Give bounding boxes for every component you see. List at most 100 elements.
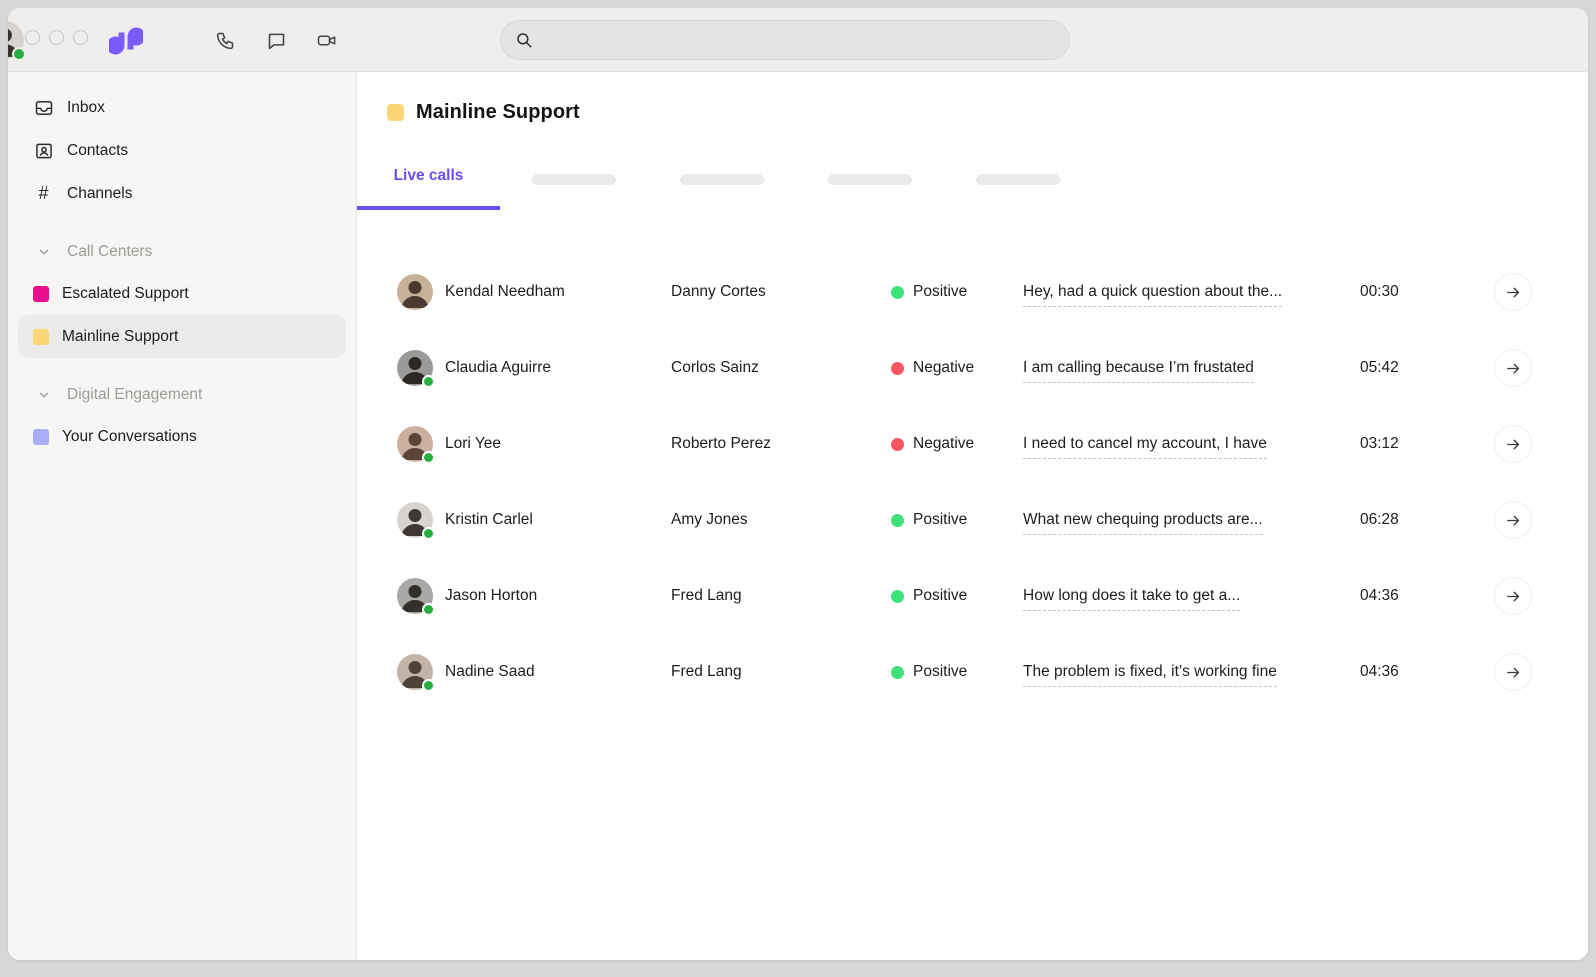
sentiment-cell: Positive — [891, 511, 1023, 529]
open-call-button[interactable] — [1494, 501, 1532, 539]
sentiment-cell: Positive — [891, 587, 1023, 605]
sentiment-dot — [891, 665, 904, 679]
agent-presence-dot — [422, 679, 435, 692]
caller-name: Amy Jones — [671, 511, 748, 528]
sidebar-item-escalated-support[interactable]: Escalated Support — [18, 272, 346, 315]
call-duration: 04:36 — [1360, 587, 1399, 604]
agent-avatar — [397, 274, 433, 310]
open-call-button[interactable] — [1494, 273, 1532, 311]
tab-skeleton-pill — [976, 174, 1060, 185]
sidebar-section-call-centers[interactable]: Call Centers — [8, 232, 356, 272]
transcript-snippet[interactable]: What new chequing products are... — [1023, 511, 1263, 535]
search-input[interactable] — [541, 31, 1055, 49]
sidebar-item-inbox[interactable]: Inbox — [8, 86, 356, 129]
call-duration: 05:42 — [1360, 359, 1399, 376]
agent-presence-dot — [422, 451, 435, 464]
sentiment-label: Positive — [913, 663, 968, 680]
search-icon — [517, 33, 532, 48]
sidebar-section-digital-engagement[interactable]: Digital Engagement — [8, 375, 356, 415]
agent-name: Kendal Needham — [445, 283, 565, 300]
arrow-right-icon — [1506, 591, 1519, 601]
arrow-right-icon — [1506, 439, 1519, 449]
transcript-cell: Hey, had a quick question about the... — [1023, 283, 1360, 307]
live-call-row[interactable]: Jason Horton Fred Lang Positive How long… — [357, 558, 1588, 634]
search-bar[interactable] — [500, 20, 1070, 60]
channel-color-swatch — [33, 328, 49, 345]
sentiment-label: Negative — [913, 359, 975, 376]
app-window: Inbox Contacts # Channels — [8, 8, 1588, 960]
chevron-down-icon — [33, 388, 54, 402]
transcript-cell: The problem is fixed, it’s working fine — [1023, 663, 1360, 687]
sentiment-cell: Negative — [891, 435, 1023, 453]
caller-name: Fred Lang — [671, 663, 742, 680]
channel-label: Escalated Support — [62, 284, 189, 302]
transcript-snippet[interactable]: Hey, had a quick question about the... — [1023, 283, 1283, 307]
phone-icon[interactable] — [214, 29, 236, 51]
window-close-button[interactable] — [25, 30, 40, 45]
sidebar-item-label: Inbox — [67, 98, 105, 116]
window-controls — [25, 30, 88, 45]
tab-skeleton[interactable] — [796, 174, 944, 210]
live-call-row[interactable]: Claudia Aguirre Corlos Sainz Negative I … — [357, 330, 1588, 406]
arrow-right-icon — [1506, 363, 1519, 373]
chat-icon[interactable] — [265, 29, 287, 51]
window-minimize-button[interactable] — [49, 30, 64, 45]
agent-presence-dot — [422, 603, 435, 616]
open-call-button[interactable] — [1494, 653, 1532, 691]
contacts-icon — [33, 140, 54, 161]
live-call-row[interactable]: Kristin Carlel Amy Jones Positive What n… — [357, 482, 1588, 558]
caller-name: Fred Lang — [671, 587, 742, 604]
live-call-row[interactable]: Kendal Needham Danny Cortes Positive Hey… — [357, 254, 1588, 330]
sentiment-cell: Positive — [891, 283, 1023, 301]
open-call-button[interactable] — [1494, 425, 1532, 463]
channel-color-swatch — [387, 104, 404, 121]
agent-avatar — [397, 426, 435, 464]
transcript-snippet[interactable]: I am calling because I’m frustated — [1023, 359, 1254, 383]
sidebar-item-your-conversations[interactable]: Your Conversations — [18, 415, 346, 458]
live-call-row[interactable]: Lori Yee Roberto Perez Negative I need t… — [357, 406, 1588, 482]
main-panel: Mainline Support Live calls Kendal Needh… — [357, 72, 1588, 960]
tab-skeleton-pill — [532, 174, 616, 185]
sidebar-item-label: Channels — [67, 184, 133, 202]
transcript-snippet[interactable]: I need to cancel my account, I have — [1023, 435, 1267, 459]
call-duration: 00:30 — [1360, 283, 1399, 300]
video-icon[interactable] — [316, 29, 338, 51]
open-call-button[interactable] — [1494, 577, 1532, 615]
transcript-snippet[interactable]: How long does it take to get a... — [1023, 587, 1241, 611]
call-duration: 06:28 — [1360, 511, 1399, 528]
live-call-row[interactable]: Nadine Saad Fred Lang Positive The probl… — [357, 634, 1588, 710]
tab-skeleton[interactable] — [944, 174, 1092, 210]
section-label: Digital Engagement — [67, 386, 203, 403]
tab-skeleton[interactable] — [500, 174, 648, 210]
window-maximize-button[interactable] — [73, 30, 88, 45]
transcript-cell: I need to cancel my account, I have — [1023, 435, 1360, 459]
open-call-button[interactable] — [1494, 349, 1532, 387]
sentiment-dot — [891, 285, 904, 299]
sentiment-dot — [891, 589, 904, 603]
tab-skeleton[interactable] — [648, 174, 796, 210]
agent-avatar — [397, 578, 435, 616]
sidebar-item-contacts[interactable]: Contacts — [8, 129, 356, 172]
agent-name: Claudia Aguirre — [445, 359, 551, 376]
arrow-right-icon — [1506, 287, 1519, 297]
agent-name: Kristin Carlel — [445, 511, 533, 528]
channel-label: Mainline Support — [62, 327, 179, 345]
user-avatar[interactable] — [8, 21, 26, 61]
agent-presence-dot — [422, 527, 435, 540]
dialpad-logo-icon — [109, 27, 143, 55]
agent-avatar-photo — [397, 274, 433, 310]
sidebar-item-mainline-support[interactable]: Mainline Support — [18, 315, 346, 358]
top-bar — [8, 8, 1588, 72]
tab-live-calls[interactable]: Live calls — [357, 167, 500, 210]
transcript-snippet[interactable]: The problem is fixed, it’s working fine — [1023, 663, 1277, 687]
caller-name: Roberto Perez — [671, 435, 771, 452]
sidebar-item-channels[interactable]: # Channels — [8, 172, 356, 215]
agent-name: Jason Horton — [445, 587, 538, 604]
sentiment-dot — [891, 361, 904, 375]
call-duration: 03:12 — [1360, 435, 1399, 452]
agent-presence-dot — [422, 375, 435, 388]
sentiment-label: Positive — [913, 511, 968, 528]
sentiment-dot — [891, 437, 904, 451]
caller-name: Corlos Sainz — [671, 359, 759, 376]
agent-avatar — [397, 502, 435, 540]
